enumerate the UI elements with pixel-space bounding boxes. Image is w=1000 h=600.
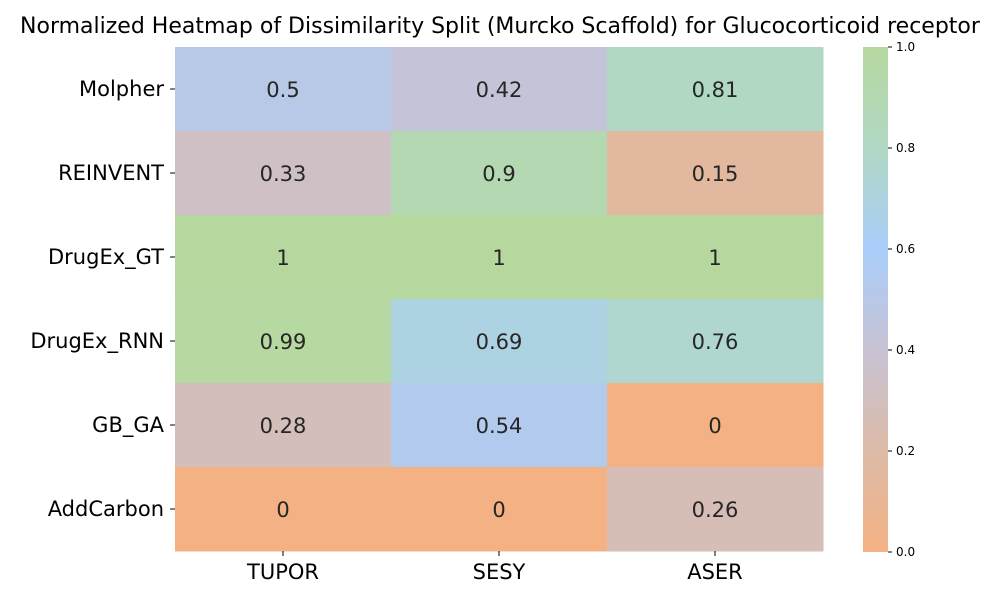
cell-value-label: 0.81 [692,78,739,102]
cell-value-label: 0.69 [476,330,523,354]
heatmap-cell [391,47,608,132]
colorbar-gradient [863,47,888,552]
heatmap-cell [391,299,608,384]
cell-value-label: 0.5 [266,78,299,102]
cell-value-label: 0 [492,498,505,522]
x-tick-label: SESY [473,560,526,584]
colorbar-tick-label: 1.0 [896,40,915,54]
heatmap-cell [607,299,824,384]
heatmap-cell [391,383,608,468]
y-tick-label: DrugEx_GT [48,245,164,270]
cell-value-label: 1 [708,246,721,270]
cell-value-label: 0.26 [692,498,739,522]
cell-value-label: 0.9 [482,162,515,186]
y-tick-label: Molpher [79,77,164,101]
cell-value-label: 0.76 [692,330,739,354]
y-tick-label: DrugEx_RNN [30,329,164,354]
heatmap-cell [607,131,824,216]
chart-title: Normalized Heatmap of Dissimilarity Spli… [20,14,981,39]
y-tick-label: REINVENT [58,161,164,185]
colorbar-tick-label: 0.8 [896,141,915,155]
heatmap-cell [607,467,824,552]
heatmap-cell [391,131,608,216]
heatmap-cells: 0.5 0.42 0.81 0.33 0.9 0.15 1 1 1 0.99 0.69 0.76 0.2… [175,47,824,552]
heatmap-cell [175,383,392,468]
y-tick-label: GB_GA [92,413,164,438]
heatmap-cell [391,215,608,300]
colorbar-tick-label: 0.0 [896,545,915,559]
heatmap-cell [607,215,824,300]
colorbar-tick-label: 0.4 [896,343,915,357]
cell-value-label: 0.33 [260,162,307,186]
heatmap-cell [175,299,392,384]
cell-value-label: 0.54 [476,414,523,438]
cell-value-label: 0.99 [260,330,307,354]
cell-value-label: 0.15 [692,162,739,186]
heatmap-cell [607,47,824,132]
heatmap-cell [175,467,392,552]
x-tick-label: TUPOR [246,560,319,584]
cell-value-label: 0.42 [476,78,523,102]
colorbar-tick-label: 0.2 [896,444,915,458]
heatmap-cell [175,131,392,216]
cell-value-label: 1 [276,246,289,270]
y-tick-label: AddCarbon [48,497,164,521]
heatmap-cell [391,467,608,552]
heatmap-cell [175,215,392,300]
heatmap-cell [175,47,392,132]
colorbar-tick-label: 0.6 [896,242,915,256]
cell-value-label: 0 [708,414,721,438]
cell-value-label: 0 [276,498,289,522]
cell-value-label: 0.28 [260,414,307,438]
cell-value-label: 1 [492,246,505,270]
x-tick-label: ASER [687,560,743,584]
heatmap-labels: Molpher REINVENT DrugEx_GT DrugEx_RNN GB_GA A… [30,77,742,584]
heatmap-cell [607,383,824,468]
colorbar: 0.0 0.2 0.4 0.6 0.8 1.0 [863,40,915,559]
